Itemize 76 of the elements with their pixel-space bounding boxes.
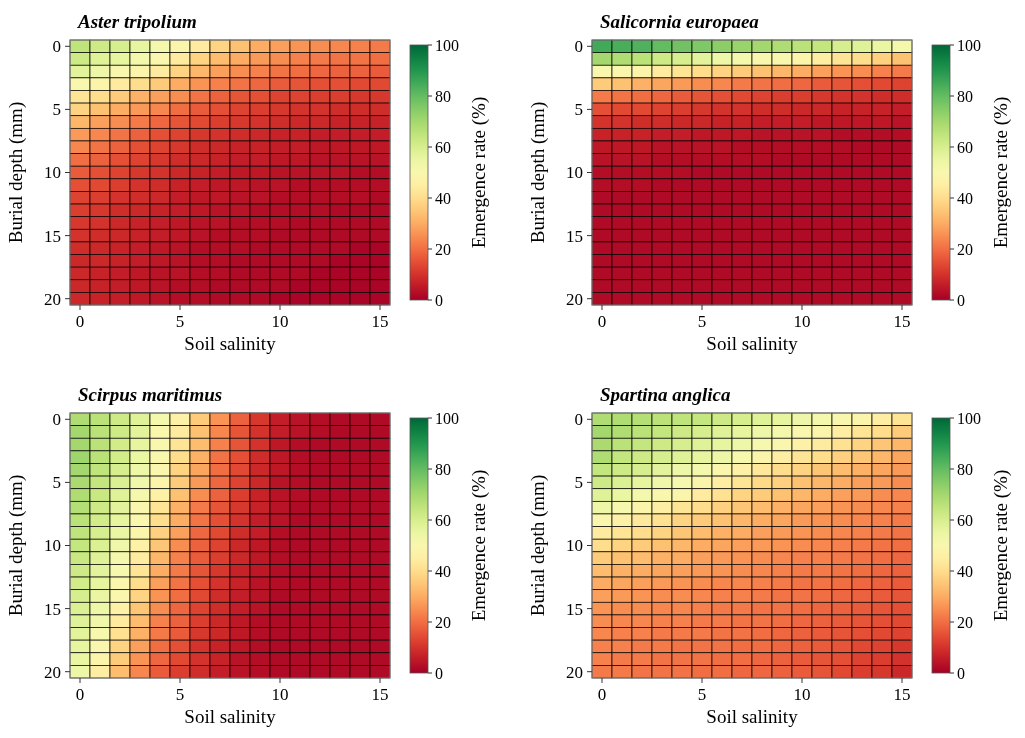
color-bar-label: 60 [957,138,973,156]
y-axis-title: Burial depth (mm) [5,474,27,617]
color-bar-label: 40 [957,562,973,580]
y-tick-label: 10 [566,163,583,183]
y-axis-title: Burial depth (mm) [527,101,549,244]
color-bar-label: 0 [957,664,965,682]
x-tick-label: 0 [597,685,607,704]
color-bar-label: 80 [957,87,973,105]
y-tick-label: 15 [44,226,61,246]
y-axis-title: Burial depth (mm) [5,101,27,244]
color-bar-label: 60 [957,511,973,529]
x-tick-label: 5 [175,312,185,331]
y-tick-label: 0 [52,410,61,430]
y-tick-label: 5 [52,100,61,120]
color-bar-label: 100 [435,36,459,54]
x-tick-label: 10 [793,685,811,704]
x-tick-label: 0 [75,312,85,331]
y-tick-label: 0 [574,410,583,430]
color-bar-title: Emergence rate (%) [468,96,490,249]
color-bar-title: Emergence rate (%) [990,96,1012,249]
y-tick-label: 10 [566,536,583,556]
y-axis-title: Burial depth (mm) [527,474,549,617]
x-tick-label: 15 [893,312,911,331]
x-tick-label: 10 [271,685,289,704]
x-tick-label: 5 [697,312,707,331]
color-bar-label: 40 [435,189,451,207]
x-axis-title: Soil salinity [706,706,799,727]
y-tick-label: 0 [574,37,583,57]
x-tick-label: 15 [371,685,389,704]
color-bar-label: 60 [435,511,451,529]
y-tick-label: 5 [574,100,583,120]
x-tick-label: 10 [271,312,289,331]
color-bar-label: 100 [435,409,459,427]
color-bar-title: Emergence rate (%) [990,469,1012,622]
chart-title: Salicornia europaea [600,11,760,32]
color-bar-label: 100 [957,36,981,54]
x-tick-label: 15 [893,685,911,704]
color-bar-label: 40 [435,562,451,580]
y-tick-label: 20 [44,289,61,309]
chart-title: Aster tripolium [77,11,197,32]
x-axis-title: Soil salinity [706,333,799,354]
color-bar-label: 80 [957,460,973,478]
y-tick-label: 5 [52,473,61,493]
chart-title: Spartina anglica [600,384,731,405]
x-tick-label: 0 [75,685,85,704]
color-bar-label: 80 [435,87,451,105]
color-bar-label: 20 [435,613,451,631]
y-tick-label: 5 [574,473,583,493]
y-tick-label: 20 [566,662,583,682]
color-bar-label: 20 [957,240,973,258]
y-tick-label: 15 [566,599,583,619]
y-tick-label: 20 [566,289,583,309]
y-tick-label: 10 [44,536,61,556]
color-bar-label: 80 [435,460,451,478]
color-bar-title: Emergence rate (%) [468,469,490,622]
y-tick-label: 15 [44,599,61,619]
x-tick-label: 15 [371,312,389,331]
color-bar-label: 100 [957,409,981,427]
color-bar-label: 60 [435,138,451,156]
y-tick-label: 20 [44,662,61,682]
x-tick-label: 10 [793,312,811,331]
color-bar-label: 0 [957,291,965,309]
x-tick-label: 5 [697,685,707,704]
x-tick-label: 0 [597,312,607,331]
y-tick-label: 15 [566,226,583,246]
color-bar-label: 0 [435,291,443,309]
color-bar-label: 0 [435,664,443,682]
color-bar-label: 40 [957,189,973,207]
x-axis-title: Soil salinity [184,333,277,354]
y-tick-label: 0 [52,37,61,57]
color-bar-label: 20 [957,613,973,631]
x-axis-title: Soil salinity [184,706,277,727]
x-tick-label: 5 [175,685,185,704]
y-tick-label: 10 [44,163,61,183]
color-bar-label: 20 [435,240,451,258]
chart-title: Scirpus maritimus [78,384,223,405]
